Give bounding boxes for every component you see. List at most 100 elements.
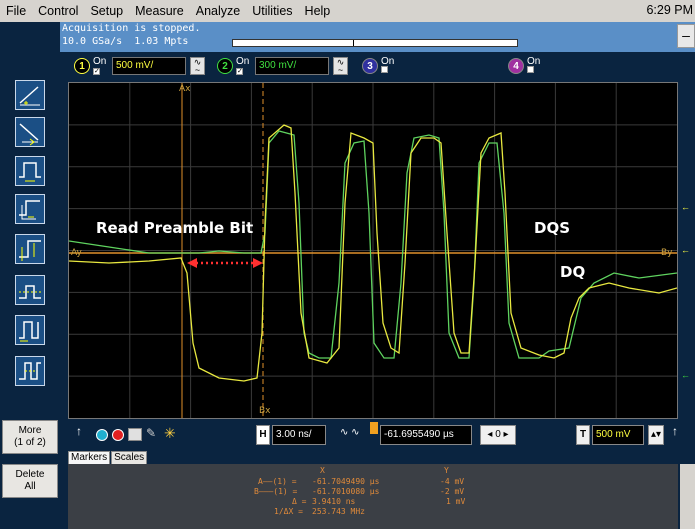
delete-all-button[interactable]: Delete All	[2, 464, 58, 498]
trigger-toolbar: More (1 of 2) Delete All	[0, 22, 60, 529]
channel-1-badge[interactable]: 1	[74, 58, 90, 74]
pulse-width-icon	[19, 162, 41, 182]
timeout-trigger-button[interactable]	[15, 315, 45, 345]
grid-lines	[69, 83, 677, 418]
transition-trigger-button[interactable]	[15, 234, 45, 264]
markers-scrollbar[interactable]	[680, 464, 695, 529]
channel-bar: 1 On ✓ 500 mV/ ∿ ~ 2 On ✓ 300 mV/ ∿ ~ 3 On 4…	[60, 52, 695, 80]
horizontal-spin-icon[interactable]: ∿ ∿	[340, 427, 360, 438]
more-button[interactable]: More (1 of 2)	[2, 420, 58, 454]
minimize-button[interactable]: –	[677, 24, 695, 48]
channel-3-control: 3 On	[362, 55, 397, 77]
menu-measure[interactable]: Measure	[135, 4, 184, 18]
pattern-icon	[19, 362, 41, 380]
marker-a-x: -61.7049490 µs	[312, 477, 380, 486]
markers-header-y: Y	[444, 466, 449, 475]
trigger-slope-icon[interactable]: ↑	[672, 424, 678, 438]
acquisition-memory-bar	[232, 39, 518, 47]
tab-markers[interactable]: Markers	[68, 451, 111, 465]
channel-3-on-toggle[interactable]: On	[381, 57, 397, 75]
tab-scales[interactable]: Scales	[111, 451, 148, 465]
menu-control[interactable]: Control	[38, 4, 79, 18]
marker-by-label: By	[661, 248, 673, 258]
marker-a-y: -4 mV	[440, 477, 465, 486]
checkbox-unchecked-icon	[381, 66, 388, 73]
marker-up-icon[interactable]: ↑	[76, 424, 82, 438]
falling-edge-icon	[19, 123, 39, 146]
pattern-trigger-button[interactable]	[15, 356, 45, 386]
single-icon[interactable]	[128, 428, 142, 441]
marker-ay-label: Ay	[71, 248, 82, 258]
channel-1-on-toggle[interactable]: On ✓	[93, 57, 109, 75]
delay-field[interactable]: -61.6955490 µs	[380, 425, 472, 445]
stop-icon[interactable]	[112, 429, 124, 441]
menu-setup[interactable]: Setup	[90, 4, 124, 18]
dq-trace	[69, 124, 677, 382]
clock: 6:29 PM	[646, 3, 693, 17]
channel-3-on-label: On	[381, 56, 395, 67]
channel-2-control: 2 On ✓ 300 mV/ ∿ ~	[217, 55, 348, 77]
channel-offset-markers: ← ← ←	[678, 82, 695, 419]
menu-help[interactable]: Help	[304, 4, 331, 18]
autoscale-icon[interactable]: ✳	[164, 425, 176, 441]
channel-1-control: 1 On ✓ 500 mV/ ∿ ~	[74, 55, 205, 77]
setup-hold-icon	[19, 200, 40, 220]
channel-2-badge[interactable]: 2	[217, 58, 233, 74]
channel-2-on-label: On	[236, 56, 250, 67]
trigger-level-field[interactable]: 500 mV	[592, 425, 644, 445]
delete-all-label: Delete All	[15, 469, 45, 492]
cursor-b-label: Bx	[259, 406, 271, 416]
rising-edge-icon	[19, 86, 40, 106]
panel-tabs: Markers Scales	[68, 451, 148, 465]
marker-a-label: A——(1) =	[258, 477, 297, 486]
channel-4-badge[interactable]: 4	[508, 58, 524, 74]
preamble-arrow	[187, 258, 263, 268]
ch2-ground-marker-icon[interactable]: ←	[681, 370, 690, 380]
acquisition-status: Acquisition is stopped.	[62, 23, 201, 34]
pulse-width-trigger-button[interactable]	[15, 156, 45, 186]
rising-edge-trigger-button[interactable]	[15, 80, 45, 110]
delay-nudge-buttons[interactable]: ◂ 0 ▸	[480, 425, 516, 445]
channel-2-scale[interactable]: 300 mV/	[255, 57, 329, 75]
horizontal-control-bar: ↑ ✎ ✳ H 3.00 ns/ ∿ ∿ -61.6955490 µs ◂ 0 …	[60, 421, 695, 449]
ch1-ground-marker-icon[interactable]: ←	[681, 245, 690, 255]
trigger-icon: T	[576, 425, 590, 445]
trigger-level-spinner[interactable]: ▴▾	[648, 425, 664, 445]
menu-file[interactable]: File	[6, 4, 27, 18]
checkbox-checked-icon: ✓	[93, 68, 100, 75]
setup-hold-trigger-button[interactable]	[15, 194, 45, 224]
channel-3-badge[interactable]: 3	[362, 58, 378, 74]
clear-icon[interactable]: ✎	[146, 426, 157, 440]
checkbox-unchecked-icon	[527, 66, 534, 73]
channel-2-on-toggle[interactable]: On ✓	[236, 57, 252, 75]
channel-4-on-label: On	[527, 56, 541, 67]
menu-utilities[interactable]: Utilities	[252, 4, 293, 18]
checkbox-checked-icon: ✓	[236, 68, 243, 75]
runt-icon	[19, 285, 41, 299]
cursor-a-label: Ax	[179, 84, 191, 94]
channel-4-control: 4 On	[508, 55, 543, 77]
runt-trigger-button[interactable]	[15, 275, 45, 305]
channel-1-scale[interactable]: 500 mV/	[112, 57, 186, 75]
channel-2-scale-spinner[interactable]: ∿ ~	[333, 57, 348, 75]
ch1-offset-marker-icon[interactable]: ←	[681, 202, 690, 212]
waveform-grid	[69, 83, 677, 418]
acquisition-status-bar: Acquisition is stopped. 10.0 GSa/s 1.03 …	[60, 22, 695, 52]
falling-edge-trigger-button[interactable]	[15, 117, 45, 147]
timebase-field[interactable]: 3.00 ns/	[272, 425, 326, 445]
marker-b-x: -61.7010080 µs	[312, 487, 380, 496]
marker-delta-x: 3.9410 ns	[312, 497, 356, 506]
sample-rate: 10.0 GSa/s 1.03 Mpts	[62, 36, 189, 47]
waveform-display[interactable]: Ax Bx Ay By Read Preamble Bit DQS DQ	[68, 82, 678, 419]
markers-panel: X Y A——(1) = -61.7049490 µs -4 mV B———(1…	[68, 464, 678, 529]
channel-1-scale-spinner[interactable]: ∿ ~	[190, 57, 205, 75]
annotation-dqs: DQS	[534, 219, 571, 237]
marker-inverse-delta-x: 253.743 MHz	[312, 507, 365, 516]
menu-analyze[interactable]: Analyze	[195, 4, 241, 18]
marker-delta-y: 1 mV	[446, 497, 466, 506]
timeout-icon	[19, 321, 39, 342]
transition-icon	[19, 240, 41, 261]
run-icon[interactable]	[96, 429, 108, 441]
channel-4-on-toggle[interactable]: On	[527, 57, 543, 75]
annotation-read-preamble: Read Preamble Bit	[96, 219, 254, 237]
